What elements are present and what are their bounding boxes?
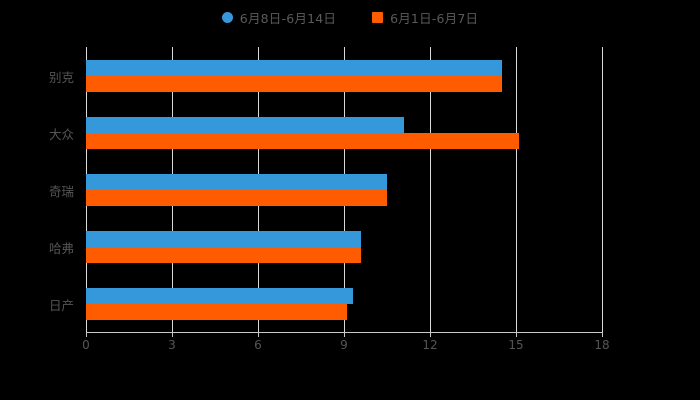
legend-marker-square-icon <box>372 12 384 23</box>
gridline-x-12 <box>430 47 431 332</box>
x-tick-label-15: 15 <box>508 338 524 352</box>
x-tick-mark-0 <box>86 332 87 337</box>
gridline-x-15 <box>516 47 517 332</box>
legend-label-series-2: 6月1日-6月7日 <box>390 11 479 26</box>
chart-legend: 6月8日-6月14日 6月1日-6月7日 <box>0 8 700 27</box>
x-tick-mark-3 <box>172 332 173 337</box>
legend-item-series-1[interactable]: 6月8日-6月14日 <box>221 8 337 27</box>
x-tick-label-3: 3 <box>168 338 176 352</box>
x-tick-label-6: 6 <box>254 338 262 352</box>
x-tick-mark-15 <box>516 332 517 337</box>
bar-别克-series-1[interactable] <box>86 59 502 76</box>
legend-item-series-2[interactable]: 6月1日-6月7日 <box>372 8 478 27</box>
x-tick-label-0: 0 <box>82 338 90 352</box>
x-tick-mark-6 <box>258 332 259 337</box>
y-category-label-奇瑞: 奇瑞 <box>48 183 74 199</box>
x-tick-mark-18 <box>602 332 603 337</box>
bar-哈弗-series-1[interactable] <box>86 230 362 247</box>
y-category-label-别克: 别克 <box>48 69 74 85</box>
legend-label-series-1: 6月8日-6月14日 <box>239 11 337 26</box>
bar-哈弗-series-2[interactable] <box>86 246 362 263</box>
bar-大众-series-1[interactable] <box>86 116 405 133</box>
x-tick-mark-9 <box>344 332 345 337</box>
x-tick-label-18: 18 <box>594 338 610 352</box>
bar-奇瑞-series-2[interactable] <box>86 189 387 206</box>
plot-area <box>86 47 603 332</box>
y-category-label-日产: 日产 <box>48 297 74 313</box>
bar-日产-series-2[interactable] <box>86 303 347 320</box>
y-category-label-哈弗: 哈弗 <box>48 240 74 256</box>
gridline-x-18 <box>602 47 603 332</box>
y-category-label-大众: 大众 <box>48 126 74 142</box>
legend-marker-circle-icon <box>221 12 233 23</box>
x-tick-label-9: 9 <box>340 338 348 352</box>
bar-日产-series-1[interactable] <box>86 287 353 304</box>
bar-大众-series-2[interactable] <box>86 132 519 149</box>
bar-奇瑞-series-1[interactable] <box>86 173 387 190</box>
x-tick-mark-12 <box>430 332 431 337</box>
bar-别克-series-2[interactable] <box>86 75 502 92</box>
x-tick-label-12: 12 <box>422 338 438 352</box>
